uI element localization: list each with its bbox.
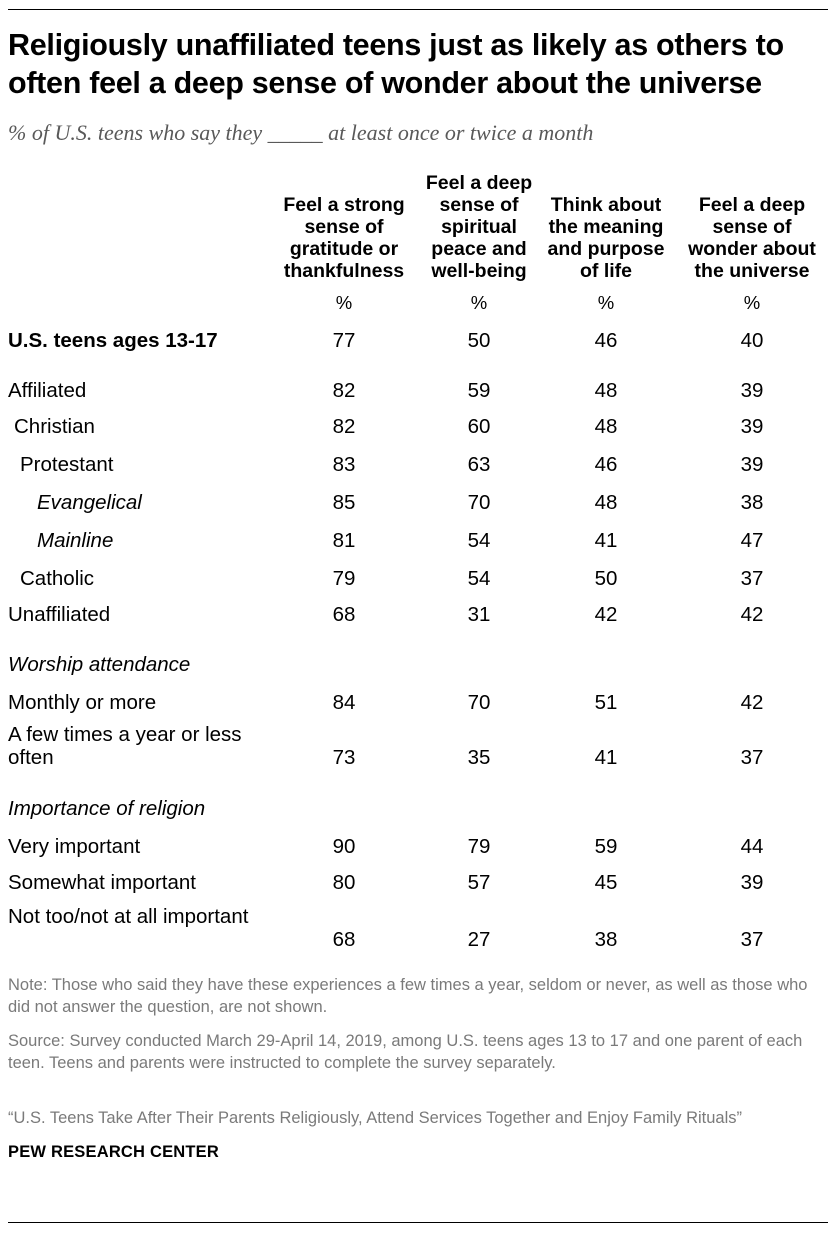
table-cell: 41 — [594, 746, 618, 769]
unit-label: % — [743, 292, 761, 313]
table-cell: 50 — [594, 567, 618, 590]
bottom-rule — [8, 1222, 828, 1223]
row-label: Catholic — [20, 567, 95, 590]
chart-subtitle: % of U.S. teens who say they _____ at le… — [8, 120, 594, 145]
column-header: Feel a deep sense of wonder about the un… — [688, 194, 816, 282]
table-cell: 48 — [594, 491, 618, 514]
row-label: Unaffiliated — [8, 603, 111, 626]
table-cell: 68 — [332, 928, 356, 951]
table-cell: 47 — [740, 529, 764, 552]
report-title: “U.S. Teens Take After Their Parents Rel… — [8, 1109, 742, 1127]
unit-label: % — [335, 292, 353, 313]
table-cell: 39 — [740, 379, 764, 402]
table-cell: 38 — [740, 491, 764, 514]
table-cell: 80 — [332, 871, 356, 894]
table-cell: 59 — [467, 379, 491, 402]
row-label: Very important — [8, 835, 141, 858]
table-cell: 45 — [594, 871, 618, 894]
table-cell: 48 — [594, 379, 618, 402]
table-cell: 44 — [740, 835, 764, 858]
row-label: Not too/not at all important — [8, 905, 249, 928]
table-cell: 38 — [594, 928, 618, 951]
table-cell: 73 — [332, 746, 356, 769]
table-cell: 48 — [594, 415, 618, 438]
table-cell: 50 — [467, 329, 491, 352]
top-rule — [8, 9, 828, 10]
table-cell: 41 — [594, 529, 618, 552]
table-cell: 82 — [332, 415, 356, 438]
table-cell: 37 — [740, 746, 764, 769]
table-cell: 54 — [467, 529, 491, 552]
row-label: Mainline — [37, 529, 114, 552]
unit-label: % — [470, 292, 488, 313]
row-label: U.S. teens ages 13-17 — [8, 329, 218, 352]
table-cell: 27 — [467, 928, 491, 951]
table-cell: 63 — [467, 453, 491, 476]
table-cell: 82 — [332, 379, 356, 402]
table-cell: 70 — [467, 491, 491, 514]
table-cell: 31 — [467, 603, 491, 626]
table-cell: 39 — [740, 453, 764, 476]
table-cell: 54 — [467, 567, 491, 590]
source-text: Source: Survey conducted March 29-April … — [8, 1032, 803, 1072]
table-cell: 79 — [467, 835, 491, 858]
table-cell: 90 — [332, 835, 356, 858]
brand-label: PEW RESEARCH CENTER — [8, 1143, 219, 1161]
table-cell: 70 — [467, 691, 491, 714]
row-label: Evangelical — [37, 491, 142, 514]
table-cell: 84 — [332, 691, 356, 714]
table-cell: 46 — [594, 453, 618, 476]
table-cell: 40 — [740, 329, 764, 352]
table-cell: 51 — [594, 691, 618, 714]
table-cell: 39 — [740, 871, 764, 894]
row-label: Christian — [14, 415, 95, 438]
table-cell: 68 — [332, 603, 356, 626]
table-cell: 37 — [740, 928, 764, 951]
section-heading: Importance of religion — [8, 797, 206, 820]
section-heading: Worship attendance — [8, 653, 191, 676]
row-label: Monthly or more — [8, 691, 157, 714]
table-cell: 79 — [332, 567, 356, 590]
table-cell: 60 — [467, 415, 491, 438]
table-cell: 77 — [332, 329, 356, 352]
note-text: Note: Those who said they have these exp… — [8, 976, 808, 1016]
chart-title: Religiously unaffiliated teens just as l… — [8, 28, 784, 100]
table-cell: 59 — [594, 835, 618, 858]
table-cell: 81 — [332, 529, 356, 552]
table-cell: 57 — [467, 871, 491, 894]
table-cell: 46 — [594, 329, 618, 352]
table-cell: 42 — [594, 603, 618, 626]
table-cell: 42 — [740, 691, 764, 714]
table-cell: 42 — [740, 603, 764, 626]
row-label: A few times a year or less often — [8, 723, 242, 769]
column-header: Feel a strong sense of gratitude or than… — [283, 194, 405, 282]
column-header: Think about the meaning and purpose of l… — [547, 194, 665, 282]
table-cell: 35 — [467, 746, 491, 769]
row-label: Protestant — [20, 453, 114, 476]
table-cell: 85 — [332, 491, 356, 514]
row-label: Affiliated — [8, 379, 87, 402]
column-header: Feel a deep sense of spiritual peace and… — [425, 172, 533, 282]
table-cell: 83 — [332, 453, 356, 476]
unit-label: % — [597, 292, 615, 313]
row-label: Somewhat important — [8, 871, 197, 894]
table-cell: 39 — [740, 415, 764, 438]
table-cell: 37 — [740, 567, 764, 590]
